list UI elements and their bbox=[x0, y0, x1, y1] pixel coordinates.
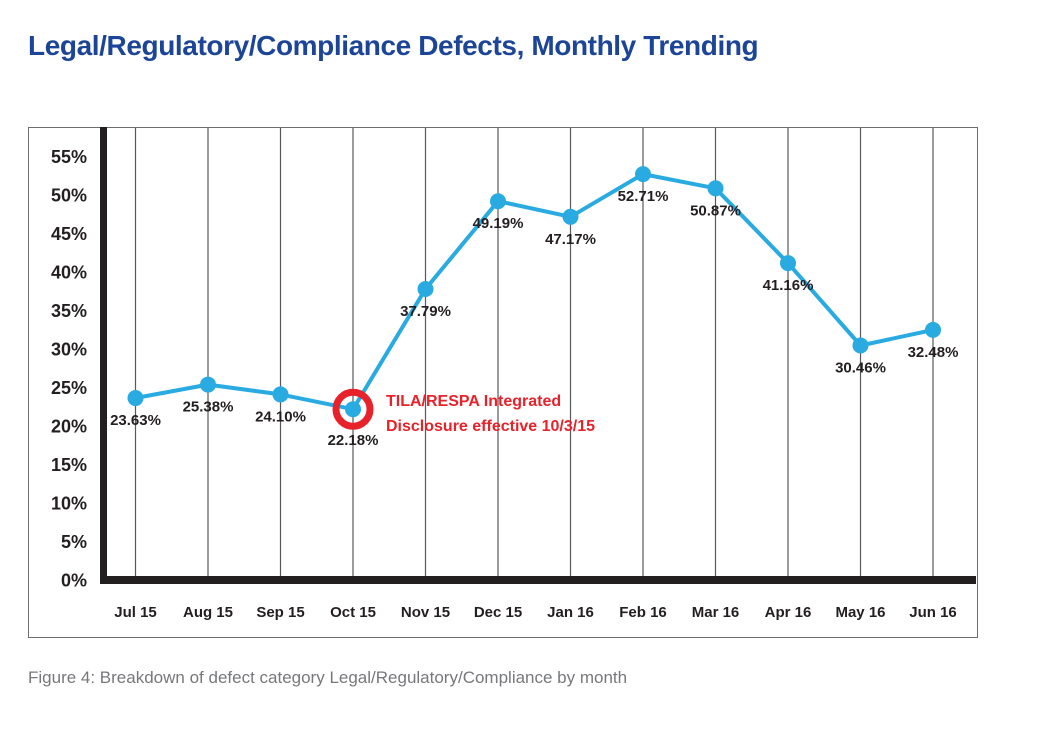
data-point-label-1: 25.38% bbox=[183, 399, 234, 416]
x-tick-label-9: Apr 16 bbox=[765, 604, 812, 621]
data-point-3 bbox=[345, 401, 361, 418]
data-point-label-6: 47.17% bbox=[545, 231, 596, 248]
x-axis bbox=[100, 576, 976, 584]
data-point-9 bbox=[780, 255, 796, 272]
data-point-label-10: 30.46% bbox=[835, 359, 886, 376]
annotation-text-line2: Disclosure effective 10/3/15 bbox=[386, 418, 595, 435]
data-point-label-8: 50.87% bbox=[690, 202, 741, 219]
data-point-label-9: 41.16% bbox=[763, 277, 814, 294]
data-point-label-4: 37.79% bbox=[400, 303, 451, 320]
y-tick-label-1: 5% bbox=[61, 532, 87, 552]
y-tick-label-5: 25% bbox=[51, 378, 87, 398]
data-point-label-7: 52.71% bbox=[618, 188, 669, 205]
data-point-label-2: 24.10% bbox=[255, 408, 306, 425]
y-tick-label-8: 40% bbox=[51, 263, 87, 283]
y-tick-label-2: 10% bbox=[51, 494, 87, 514]
data-point-2 bbox=[272, 386, 289, 403]
y-tick-label-9: 45% bbox=[51, 224, 87, 244]
x-tick-label-11: Jun 16 bbox=[909, 604, 957, 621]
x-tick-label-3: Oct 15 bbox=[330, 604, 376, 621]
line-chart: 0% 5% 10% 15% 20% 25% 30% 35% 40% 45% 50% 55% Jul 15… bbox=[28, 127, 978, 638]
data-point-7 bbox=[635, 166, 651, 183]
y-tick-label-0: 0% bbox=[61, 571, 87, 591]
chart-frame: 0% 5% 10% 15% 20% 25% 30% 35% 40% 45% 50% 55% Jul 15… bbox=[28, 127, 978, 638]
data-point-11 bbox=[925, 321, 941, 338]
trend-line bbox=[133, 172, 935, 412]
x-tick-label-10: May 16 bbox=[835, 604, 885, 621]
page-title: Legal/Regulatory/Compliance Defects, Mon… bbox=[28, 30, 759, 61]
chart-border bbox=[28, 127, 978, 638]
data-point-5 bbox=[490, 193, 506, 210]
y-tick-label-10: 50% bbox=[51, 186, 87, 206]
x-tick-label-1: Aug 15 bbox=[183, 604, 233, 621]
data-point-label-0: 23.63% bbox=[110, 412, 161, 429]
x-tick-label-8: Mar 16 bbox=[692, 604, 740, 621]
data-point-8 bbox=[707, 180, 724, 197]
data-point-label-5: 49.19% bbox=[473, 215, 524, 232]
x-tick-label-0: Jul 15 bbox=[114, 604, 157, 621]
annotation-circle bbox=[332, 388, 374, 430]
figure-caption: Figure 4: Breakdown of defect category L… bbox=[28, 668, 628, 687]
data-point-1 bbox=[200, 376, 216, 393]
y-tick-label-6: 30% bbox=[51, 340, 87, 360]
y-tick-label-4: 20% bbox=[51, 417, 87, 437]
x-tick-label-7: Feb 16 bbox=[619, 604, 667, 621]
x-tick-label-2: Sep 15 bbox=[256, 604, 304, 621]
x-tick-label-4: Nov 15 bbox=[401, 604, 450, 621]
y-tick-label-3: 15% bbox=[51, 455, 87, 475]
x-tick-label-5: Dec 15 bbox=[474, 604, 522, 621]
y-tick-label-11: 55% bbox=[51, 147, 87, 167]
data-point-6 bbox=[562, 208, 579, 225]
x-tick-label-6: Jan 16 bbox=[547, 604, 594, 621]
y-axis bbox=[100, 127, 107, 584]
annotation-text-line1: TILA/RESPA Integrated bbox=[386, 393, 561, 410]
data-point-label-11: 32.48% bbox=[908, 344, 959, 361]
y-tick-label-7: 35% bbox=[51, 301, 87, 321]
data-point-10 bbox=[852, 337, 869, 354]
data-point-0 bbox=[127, 390, 144, 407]
data-point-4 bbox=[417, 281, 434, 298]
data-point-label-3: 22.18% bbox=[328, 432, 379, 449]
